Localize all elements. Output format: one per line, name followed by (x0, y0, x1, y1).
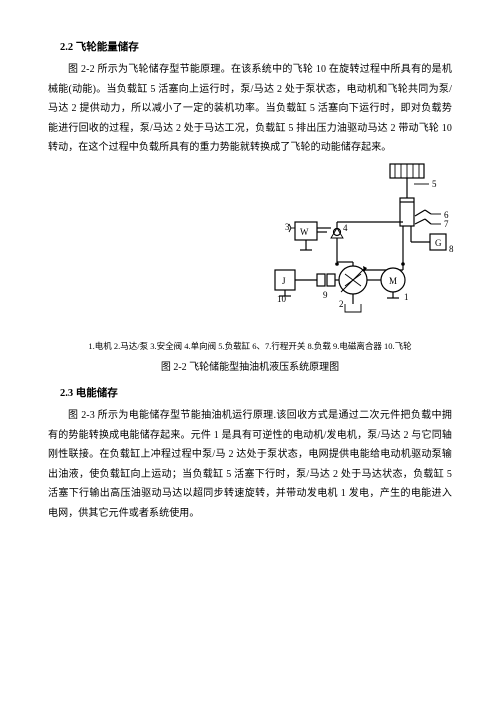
figure-caption: 图 2-2 飞轮储能型抽油机液压系统原理图 (48, 358, 452, 378)
figure-2-2-diagram: 5 6 7 G 8 W 3 (148, 162, 500, 335)
paragraph: 图 2-2 所示为飞轮储存型节能原理。在该系统中的飞轮 10 在旋转过程中所具有… (48, 60, 452, 158)
figure-legend: 1.电机 2.马达/泵 3.安全阀 4.单向阀 5.负载缸 6、7.行程开关 8… (48, 340, 452, 354)
diagram-label-9: 9 (323, 290, 328, 300)
section-heading-2-3: 2.3 电能储存 (60, 384, 452, 404)
diagram-label-4: 4 (343, 223, 348, 233)
diagram-label-M: M (389, 276, 397, 286)
diagram-label-1: 1 (404, 292, 409, 302)
paragraph: 图 2-3 所示为电能储存型节能抽油机运行原理.该回收方式是通过二次元件把负载中… (48, 406, 452, 523)
diagram-label-G: G (435, 238, 442, 248)
diagram-label-7: 7 (444, 219, 449, 229)
diagram-label-5: 5 (432, 179, 437, 189)
diagram-label-3: 3 (285, 222, 290, 232)
diagram-label-W: W (300, 227, 309, 237)
section-heading-2-2: 2.2 飞轮能量储存 (60, 38, 452, 58)
diagram-label-J: J (282, 276, 286, 286)
diagram-label-8: 8 (449, 244, 454, 254)
diagram-label-2: 2 (339, 299, 344, 309)
page: 2.2 飞轮能量储存 图 2-2 所示为飞轮储存型节能原理。在该系统中的飞轮 1… (0, 0, 500, 707)
